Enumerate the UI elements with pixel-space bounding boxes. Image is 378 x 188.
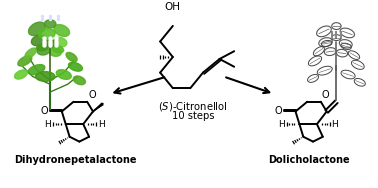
Text: H: H [44, 120, 51, 129]
Ellipse shape [44, 40, 56, 47]
Ellipse shape [28, 65, 45, 75]
Ellipse shape [73, 76, 85, 85]
Ellipse shape [14, 70, 27, 79]
Ellipse shape [56, 70, 71, 79]
Ellipse shape [37, 44, 48, 51]
Text: H: H [98, 120, 105, 129]
Ellipse shape [53, 37, 67, 47]
Ellipse shape [49, 48, 61, 56]
Text: H: H [332, 120, 338, 129]
Text: $\mathit{(S)}$-Citronellol: $\mathit{(S)}$-Citronellol [158, 100, 228, 113]
Ellipse shape [39, 28, 55, 39]
Ellipse shape [37, 46, 50, 55]
Ellipse shape [54, 25, 70, 36]
Text: H: H [278, 120, 285, 129]
Text: O: O [40, 106, 48, 117]
Ellipse shape [66, 52, 77, 62]
Text: Dihydronepetalactone: Dihydronepetalactone [14, 155, 137, 165]
Text: O: O [322, 90, 330, 100]
Ellipse shape [18, 56, 32, 66]
Polygon shape [93, 104, 103, 112]
Text: 10 steps: 10 steps [172, 111, 215, 121]
Ellipse shape [31, 35, 46, 46]
Text: OH: OH [165, 2, 181, 12]
Ellipse shape [68, 62, 82, 71]
Ellipse shape [52, 46, 64, 53]
Ellipse shape [44, 20, 56, 28]
Ellipse shape [25, 48, 36, 58]
Polygon shape [93, 102, 104, 112]
Text: Dolicholactone: Dolicholactone [268, 155, 350, 165]
Text: O: O [88, 90, 96, 100]
Ellipse shape [36, 72, 55, 81]
Text: O: O [274, 106, 282, 117]
Ellipse shape [28, 22, 45, 36]
